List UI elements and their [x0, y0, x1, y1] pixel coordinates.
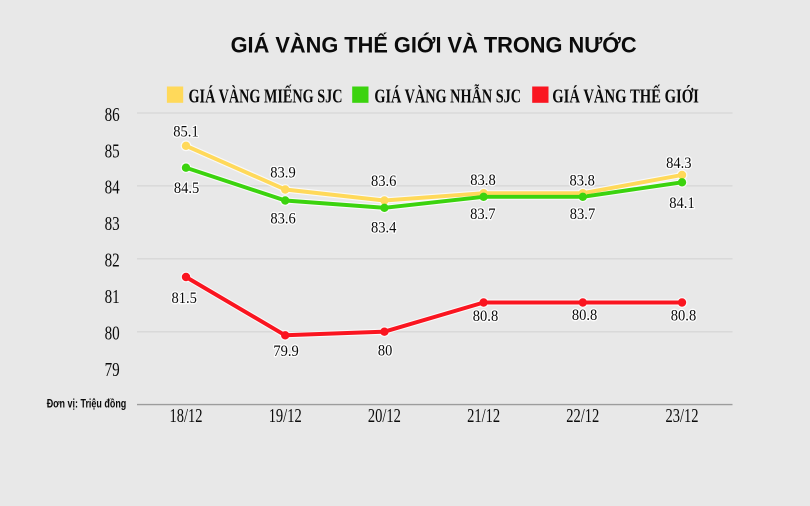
svg-text:81.5: 81.5: [172, 290, 197, 307]
svg-text:83.8: 83.8: [570, 172, 595, 189]
svg-text:80: 80: [105, 324, 120, 345]
svg-text:80: 80: [378, 343, 392, 360]
svg-text:22/12: 22/12: [566, 406, 599, 427]
svg-text:79: 79: [105, 360, 120, 381]
svg-text:Đơn vị: Triệu đồng: Đơn vị: Triệu đồng: [47, 396, 127, 410]
svg-text:GIÁ VÀNG THẾ GIỚI: GIÁ VÀNG THẾ GIỚI: [552, 84, 699, 108]
svg-text:83: 83: [105, 214, 120, 235]
svg-text:79.9: 79.9: [273, 343, 298, 360]
svg-text:83.7: 83.7: [470, 206, 495, 223]
svg-text:GIÁ VÀNG NHẪN SJC: GIÁ VÀNG NHẪN SJC: [374, 83, 521, 108]
svg-text:GIÁ VÀNG THẾ GIỚI VÀ TRONG NƯỚ: GIÁ VÀNG THẾ GIỚI VÀ TRONG NƯỚC: [231, 33, 637, 58]
svg-text:83.9: 83.9: [270, 164, 295, 181]
svg-text:19/12: 19/12: [269, 406, 302, 427]
svg-text:80.8: 80.8: [572, 307, 597, 324]
svg-text:84.5: 84.5: [174, 180, 199, 197]
svg-text:84: 84: [105, 178, 120, 199]
svg-text:85: 85: [105, 141, 120, 162]
svg-text:23/12: 23/12: [666, 406, 699, 427]
svg-text:83.6: 83.6: [270, 210, 295, 227]
svg-text:80.8: 80.8: [671, 307, 696, 324]
svg-text:84.1: 84.1: [669, 195, 694, 212]
svg-text:18/12: 18/12: [170, 406, 203, 427]
svg-text:82: 82: [105, 251, 120, 272]
svg-text:86: 86: [105, 105, 120, 126]
svg-text:83.8: 83.8: [470, 172, 495, 189]
svg-text:80.8: 80.8: [473, 308, 498, 325]
svg-text:20/12: 20/12: [368, 406, 401, 427]
svg-text:83.6: 83.6: [371, 173, 396, 190]
svg-text:21/12: 21/12: [467, 406, 500, 427]
svg-text:81: 81: [105, 287, 120, 308]
svg-text:84.3: 84.3: [666, 155, 691, 172]
svg-text:GIÁ VÀNG MIẾNG SJC: GIÁ VÀNG MIẾNG SJC: [189, 84, 343, 108]
svg-text:83.4: 83.4: [371, 220, 396, 237]
svg-text:85.1: 85.1: [173, 123, 198, 140]
svg-text:83.7: 83.7: [570, 206, 595, 223]
